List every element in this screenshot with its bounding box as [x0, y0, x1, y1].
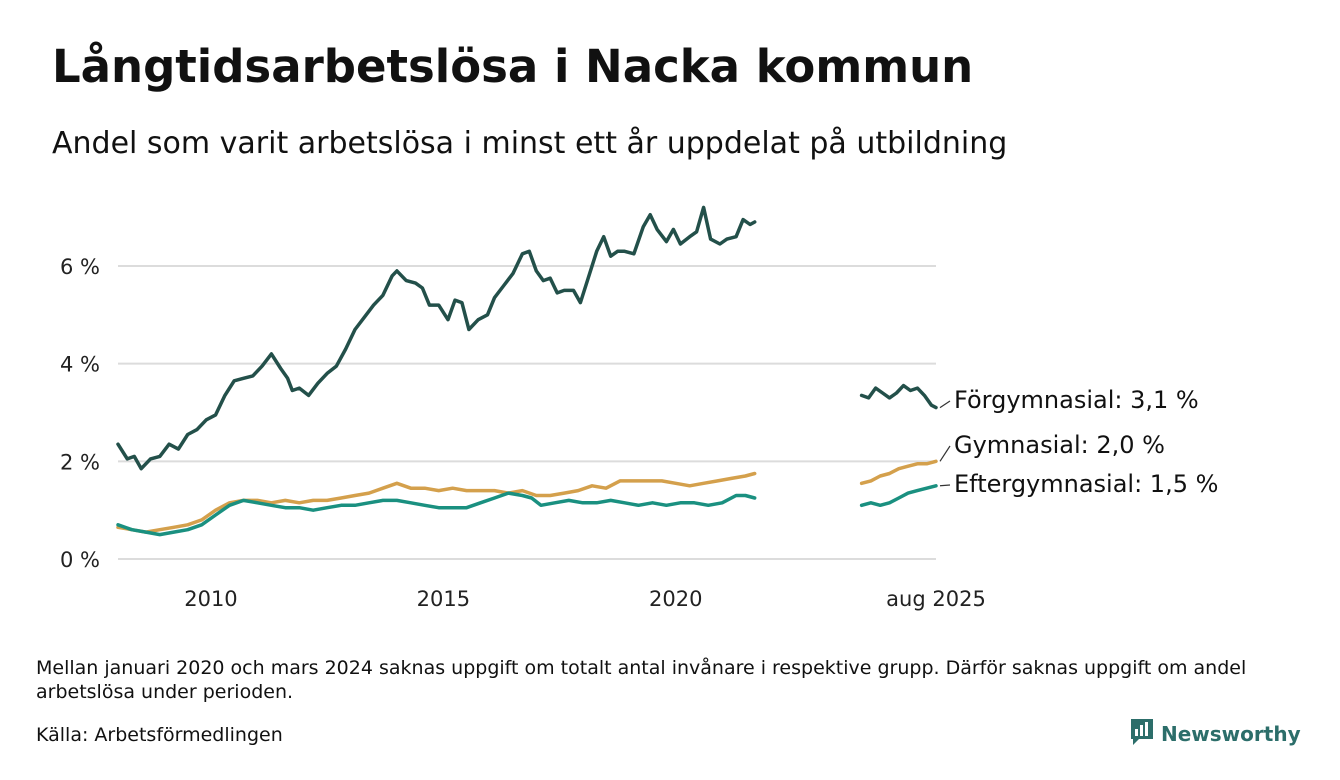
leader-line — [939, 484, 951, 487]
y-tick-label: 2 % — [60, 450, 100, 474]
series-end-label-eftergymnasial: Eftergymnasial: 1,5 % — [954, 470, 1218, 498]
series-end-label-f-rgymnasial: Förgymnasial: 3,1 % — [954, 386, 1199, 414]
x-tick-label: aug 2025 — [886, 587, 986, 611]
series-end-label-gymnasial: Gymnasial: 2,0 % — [954, 431, 1165, 459]
series-line-gymnasial — [116, 471, 757, 534]
series-end-labels: Förgymnasial: 3,1 % Gymnasial: 2,0 % Efter… — [939, 386, 1218, 498]
chart-title: Långtidsarbetslösa i Nacka kommun — [52, 40, 974, 93]
x-tick-label: 2020 — [649, 587, 702, 611]
y-tick-label: 6 % — [60, 255, 100, 279]
series-line-f-rgymnasial — [116, 205, 757, 471]
source-text: Källa: Arbetsförmedlingen — [36, 724, 283, 746]
brand-name: Newsworthy — [1161, 722, 1301, 746]
leader-line — [939, 400, 951, 409]
y-tick-label: 0 % — [60, 548, 100, 572]
series-line-f-rgymnasial — [859, 383, 938, 410]
series-line-eftergymnasial — [859, 484, 938, 508]
gridlines — [118, 265, 936, 560]
x-tick-label: 2015 — [417, 587, 470, 611]
series-line-eftergymnasial — [116, 491, 757, 537]
series-lines — [116, 205, 938, 537]
bar-chart-logo-icon — [1129, 717, 1155, 751]
newsworthy-logo: Newsworthy — [1129, 718, 1301, 750]
chart-subtitle: Andel som varit arbetslösa i minst ett å… — [52, 126, 1008, 161]
y-axis-ticks: 0 % 2 % 4 % 6 % — [60, 255, 100, 572]
x-axis-ticks: 2010 2015 2020 aug 2025 — [184, 587, 986, 611]
x-tick-label: 2010 — [184, 587, 237, 611]
leader-line — [939, 445, 951, 462]
series-line-gymnasial — [859, 459, 938, 486]
footnote: Mellan januari 2020 och mars 2024 saknas… — [36, 657, 1247, 703]
y-tick-label: 4 % — [60, 353, 100, 377]
